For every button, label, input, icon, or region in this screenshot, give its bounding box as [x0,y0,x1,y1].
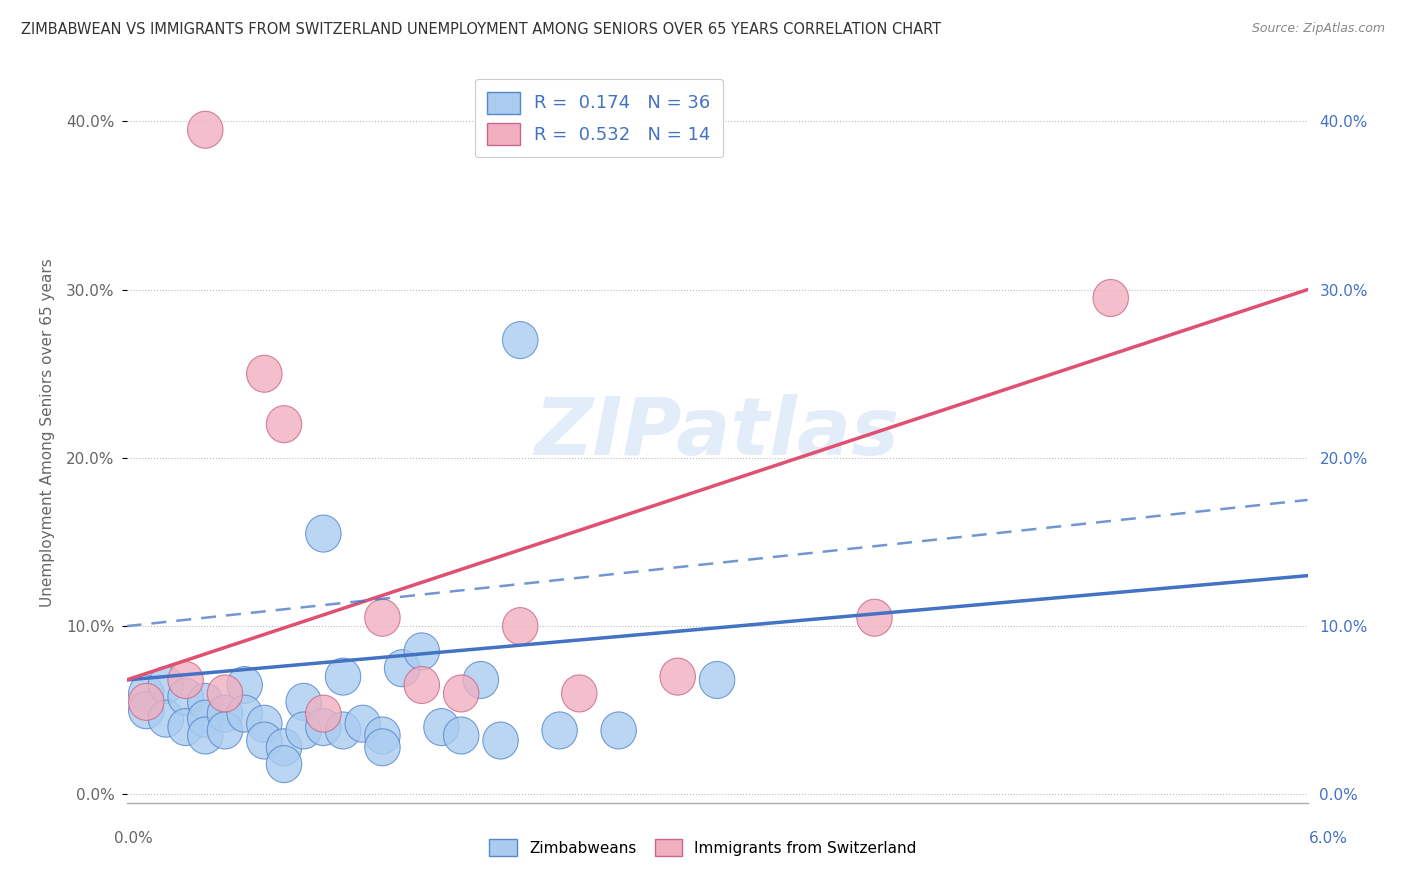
Ellipse shape [443,717,479,754]
Ellipse shape [600,712,637,749]
Ellipse shape [364,717,401,754]
Ellipse shape [187,717,224,754]
Ellipse shape [443,675,479,712]
Ellipse shape [128,683,165,721]
Ellipse shape [384,649,420,687]
Ellipse shape [699,662,735,698]
Ellipse shape [207,712,243,749]
Text: 6.0%: 6.0% [1309,831,1348,846]
Ellipse shape [187,112,224,148]
Legend: Zimbabweans, Immigrants from Switzerland: Zimbabweans, Immigrants from Switzerland [484,833,922,862]
Ellipse shape [344,706,381,742]
Ellipse shape [659,658,696,695]
Ellipse shape [246,706,283,742]
Ellipse shape [187,700,224,737]
Ellipse shape [541,712,578,749]
Ellipse shape [167,662,204,698]
Ellipse shape [285,683,322,721]
Ellipse shape [167,678,204,715]
Ellipse shape [148,700,184,737]
Text: ZIMBABWEAN VS IMMIGRANTS FROM SWITZERLAND UNEMPLOYMENT AMONG SENIORS OVER 65 YEA: ZIMBABWEAN VS IMMIGRANTS FROM SWITZERLAN… [21,22,941,37]
Ellipse shape [423,708,460,746]
Ellipse shape [404,666,440,704]
Ellipse shape [246,722,283,759]
Ellipse shape [463,662,499,698]
Ellipse shape [226,666,263,704]
Text: 0.0%: 0.0% [114,831,153,846]
Ellipse shape [128,692,165,729]
Ellipse shape [1092,279,1129,317]
Y-axis label: Unemployment Among Seniors over 65 years: Unemployment Among Seniors over 65 years [41,259,55,607]
Ellipse shape [364,599,401,636]
Ellipse shape [207,695,243,732]
Ellipse shape [246,355,283,392]
Ellipse shape [305,695,342,732]
Ellipse shape [502,321,538,359]
Ellipse shape [482,722,519,759]
Ellipse shape [266,406,302,442]
Ellipse shape [325,712,361,749]
Text: ZIPatlas: ZIPatlas [534,393,900,472]
Ellipse shape [404,632,440,670]
Ellipse shape [502,607,538,645]
Ellipse shape [325,658,361,695]
Ellipse shape [148,666,184,704]
Ellipse shape [207,675,243,712]
Ellipse shape [128,675,165,712]
Ellipse shape [266,746,302,782]
Ellipse shape [856,599,893,636]
Ellipse shape [187,683,224,721]
Ellipse shape [305,515,342,552]
Ellipse shape [364,729,401,765]
Ellipse shape [167,708,204,746]
Ellipse shape [305,708,342,746]
Text: Source: ZipAtlas.com: Source: ZipAtlas.com [1251,22,1385,36]
Ellipse shape [226,695,263,732]
Ellipse shape [285,712,322,749]
Ellipse shape [561,675,598,712]
Legend: R =  0.174   N = 36, R =  0.532   N = 14: R = 0.174 N = 36, R = 0.532 N = 14 [475,78,723,157]
Ellipse shape [266,729,302,765]
